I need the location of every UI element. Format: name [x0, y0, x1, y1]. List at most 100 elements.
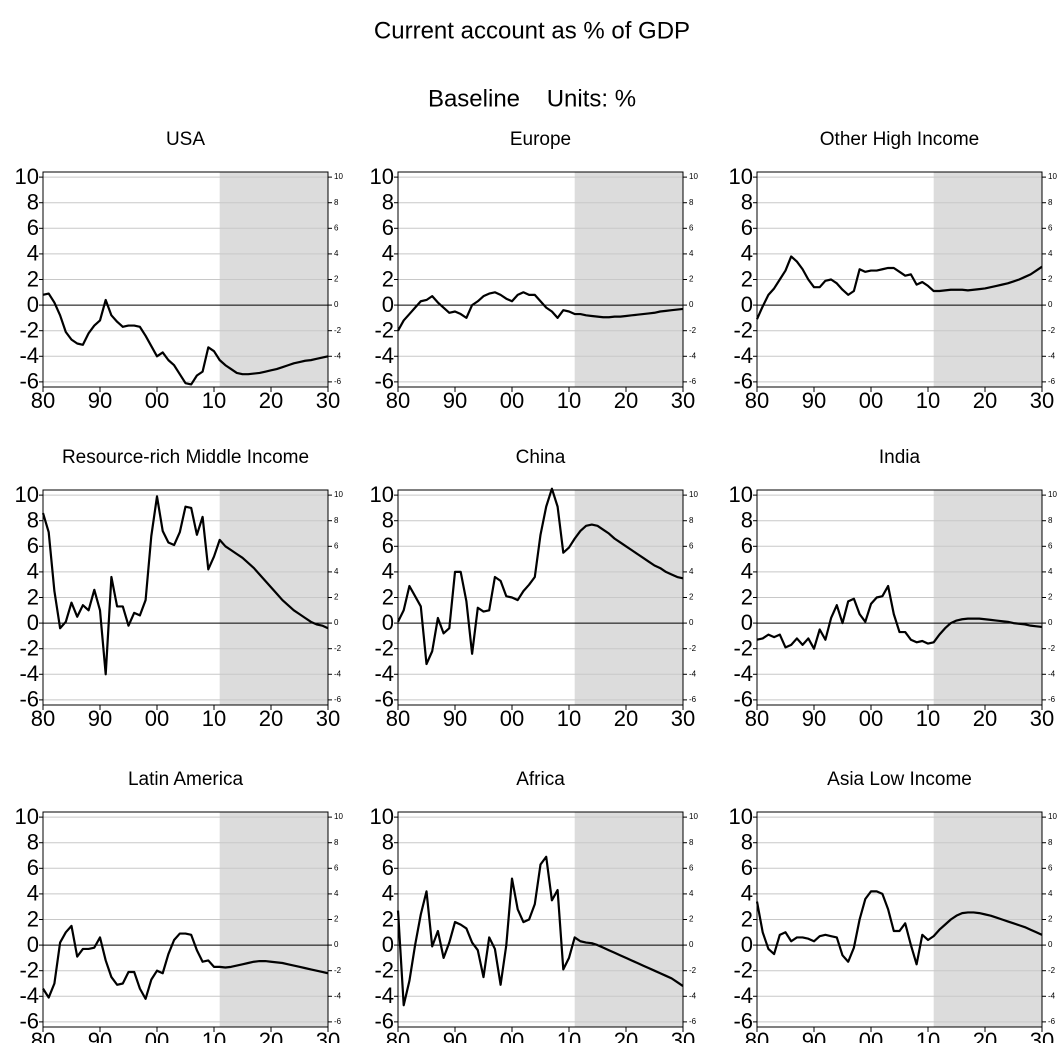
x-tick-label: 10 — [557, 1028, 581, 1043]
y-tick-label: 6 — [27, 533, 39, 558]
y2-tick-label: 4 — [689, 249, 694, 258]
data-line — [756, 584, 1043, 650]
x-tick-label: 90 — [802, 1028, 826, 1043]
y2-tick-label: 10 — [1048, 490, 1057, 499]
x-tick-label: 30 — [671, 706, 695, 731]
y2-tick-label: -4 — [334, 351, 342, 360]
y2-tick-label: 4 — [334, 567, 339, 576]
y-tick-label: 0 — [27, 292, 39, 317]
y-tick-label: 10 — [729, 804, 753, 829]
x-tick-label: 20 — [973, 388, 997, 413]
y2-tick-label: -2 — [334, 326, 342, 335]
y2-tick-label: -2 — [1048, 644, 1056, 653]
y2-tick-label: 6 — [689, 863, 694, 872]
data-line — [396, 855, 684, 1007]
y-tick-label: 6 — [741, 533, 753, 558]
y-tick-label: 2 — [741, 906, 753, 931]
y2-tick-label: -6 — [689, 1017, 697, 1026]
y2-tick-label: 6 — [334, 863, 339, 872]
y2-tick-label: 0 — [689, 940, 694, 949]
y2-tick-label: 10 — [689, 490, 698, 499]
y-tick-label: -2 — [19, 958, 39, 983]
data-line — [42, 292, 329, 386]
y2-tick-label: 8 — [689, 838, 694, 847]
x-tick-label: 90 — [802, 388, 826, 413]
y-tick-label: 4 — [382, 881, 394, 906]
y-tick-label: 0 — [27, 932, 39, 957]
y2-tick-label: 2 — [334, 593, 339, 602]
y2-tick-label: 0 — [334, 940, 339, 949]
y-tick-label: 8 — [27, 190, 39, 215]
y-tick-label: -2 — [374, 958, 394, 983]
x-tick-label: 10 — [557, 706, 581, 731]
y2-tick-label: -4 — [334, 669, 342, 678]
y-tick-label: 2 — [741, 584, 753, 609]
x-tick-label: 10 — [202, 1028, 226, 1043]
y-tick-label: -6 — [19, 687, 39, 712]
y2-tick-label: 10 — [1048, 812, 1057, 821]
x-tick-label: 20 — [973, 1028, 997, 1043]
y2-tick-label: 6 — [334, 223, 339, 232]
y2-tick-label: 2 — [334, 275, 339, 284]
x-tick-label: 00 — [145, 388, 169, 413]
y-tick-label: 10 — [15, 804, 39, 829]
x-tick-label: 00 — [859, 1028, 883, 1043]
y-tick-label: 10 — [370, 804, 394, 829]
y-tick-label: 4 — [741, 559, 753, 584]
y2-tick-label: 2 — [1048, 275, 1053, 284]
x-tick-label: 90 — [443, 1028, 467, 1043]
x-tick-label: 00 — [859, 706, 883, 731]
y2-tick-label: -6 — [1048, 377, 1056, 386]
x-tick-label: 30 — [1030, 706, 1054, 731]
y-tick-label: 6 — [741, 855, 753, 880]
y2-tick-label: 10 — [689, 812, 698, 821]
x-tick-label: 20 — [259, 1028, 283, 1043]
y-tick-label: -4 — [19, 983, 39, 1008]
x-tick-label: 90 — [88, 706, 112, 731]
y2-tick-label: 10 — [334, 812, 343, 821]
y-tick-label: 4 — [27, 881, 39, 906]
y-tick-label: -4 — [374, 661, 394, 686]
y2-tick-label: 8 — [334, 516, 339, 525]
y-tick-label: 2 — [382, 584, 394, 609]
y-tick-label: 8 — [27, 830, 39, 855]
y2-tick-label: 10 — [334, 490, 343, 499]
y-tick-label: 6 — [382, 855, 394, 880]
data-line — [755, 890, 1043, 966]
x-tick-label: 30 — [671, 1028, 695, 1043]
plot-frame — [42, 171, 329, 388]
y2-tick-label: 4 — [334, 249, 339, 258]
y2-tick-label: 2 — [689, 593, 694, 602]
x-tick-label: 80 — [745, 706, 769, 731]
x-tick-label: 30 — [316, 706, 340, 731]
y-tick-label: 6 — [27, 855, 39, 880]
y2-tick-label: 2 — [334, 915, 339, 924]
y-tick-label: 2 — [27, 584, 39, 609]
y-tick-label: 0 — [382, 292, 394, 317]
y2-tick-label: 8 — [689, 198, 694, 207]
y2-tick-label: -6 — [1048, 1017, 1056, 1026]
panel-title: India — [879, 447, 921, 468]
x-tick-label: 10 — [916, 1028, 940, 1043]
y-tick-label: 0 — [741, 610, 753, 635]
y2-tick-label: 0 — [1048, 300, 1053, 309]
y2-tick-label: 0 — [1048, 618, 1053, 627]
y2-tick-label: 0 — [334, 618, 339, 627]
y2-tick-label: 0 — [334, 300, 339, 309]
y-tick-label: 4 — [27, 241, 39, 266]
y2-tick-label: 6 — [689, 541, 694, 550]
y-tick-label: 6 — [382, 215, 394, 240]
y-tick-label: -4 — [733, 983, 753, 1008]
y-tick-label: -2 — [19, 636, 39, 661]
panel-title: Europe — [510, 129, 571, 150]
x-tick-label: 10 — [202, 706, 226, 731]
y2-tick-label: 10 — [689, 172, 698, 181]
x-tick-label: 20 — [973, 706, 997, 731]
x-tick-label: 80 — [31, 388, 55, 413]
y-tick-label: 10 — [15, 164, 39, 189]
y2-tick-label: 8 — [1048, 198, 1053, 207]
y-tick-label: -6 — [733, 687, 753, 712]
plot-frame — [42, 811, 329, 1028]
x-tick-label: 80 — [745, 1028, 769, 1043]
